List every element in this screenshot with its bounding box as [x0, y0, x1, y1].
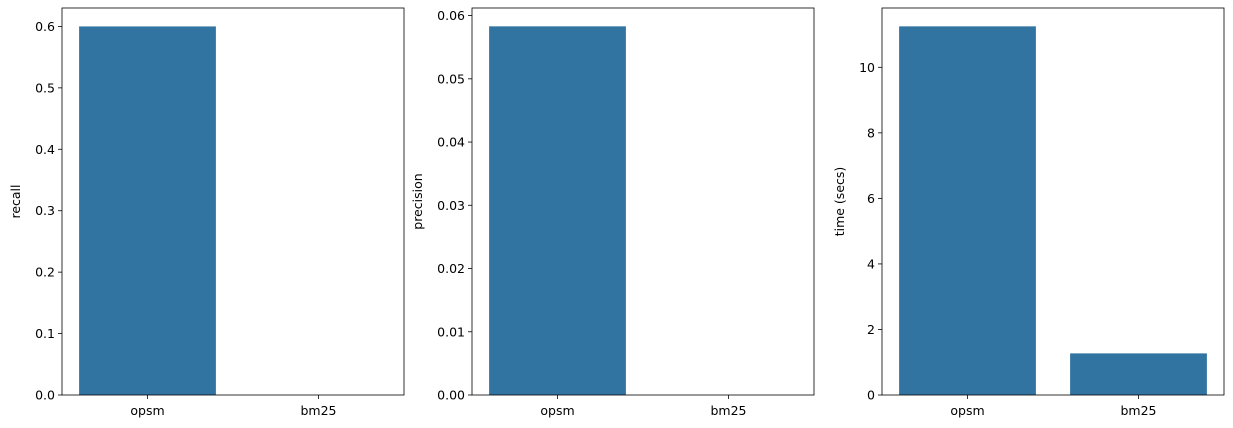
recall-xtick-label-bm25: bm25 [300, 403, 336, 418]
time-xtick-label-bm25: bm25 [1120, 403, 1156, 418]
time-axes-frame [881, 7, 1225, 396]
time-xtick-label-opsm: opsm [950, 403, 984, 418]
recall-ytick-label: 0.3 [35, 203, 55, 218]
recall-ylabel: recall [8, 184, 23, 218]
precision-axes-frame [471, 7, 815, 396]
recall-ytick-label: 0.5 [35, 80, 55, 95]
precision-ytick-label: 0.01 [437, 324, 465, 339]
precision-ytick-label: 0.06 [437, 8, 465, 23]
recall-bar-opsm [79, 26, 216, 396]
precision-ytick-label: 0.05 [437, 71, 465, 86]
time-bar-opsm [899, 26, 1036, 395]
precision-ylabel: precision [410, 173, 425, 229]
time-ytick-label: 4 [867, 256, 875, 271]
recall-ytick-label: 0.1 [35, 326, 55, 341]
recall-ytick-label: 0.4 [35, 142, 55, 157]
precision-ytick-label: 0.03 [437, 198, 465, 213]
precision-chart: 0.00 0.01 0.02 0.03 0.04 0.05 0.06 opsm bm25 prec… [410, 7, 815, 418]
precision-ytick-label: 0.04 [437, 135, 465, 150]
recall-axes-frame [61, 7, 405, 396]
time-ylabel: time (secs) [832, 167, 847, 237]
time-ytick-label: 8 [867, 125, 875, 140]
time-ytick-label: 6 [867, 191, 875, 206]
recall-ytick-label: 0.2 [35, 265, 55, 280]
time-ytick-label: 2 [867, 322, 875, 337]
precision-xtick-label-bm25: bm25 [710, 403, 746, 418]
precision-ytick-label: 0.02 [437, 261, 465, 276]
precision-xtick-label-opsm: opsm [540, 403, 574, 418]
time-chart: 0 2 4 6 8 10 opsm bm25 time (secs) [832, 7, 1225, 418]
precision-ytick-label: 0.00 [437, 388, 465, 403]
recall-ytick-label: 0.6 [35, 19, 55, 34]
recall-ytick-label: 0.0 [35, 388, 55, 403]
time-ytick-label: 0 [867, 388, 875, 403]
time-bar-bm25 [1070, 353, 1207, 395]
time-ytick-label: 10 [859, 60, 875, 75]
recall-chart: 0.0 0.1 0.2 0.3 0.4 0.5 0.6 opsm bm25 recall [8, 7, 405, 418]
precision-bar-opsm [489, 26, 626, 396]
recall-xtick-label-opsm: opsm [130, 403, 164, 418]
